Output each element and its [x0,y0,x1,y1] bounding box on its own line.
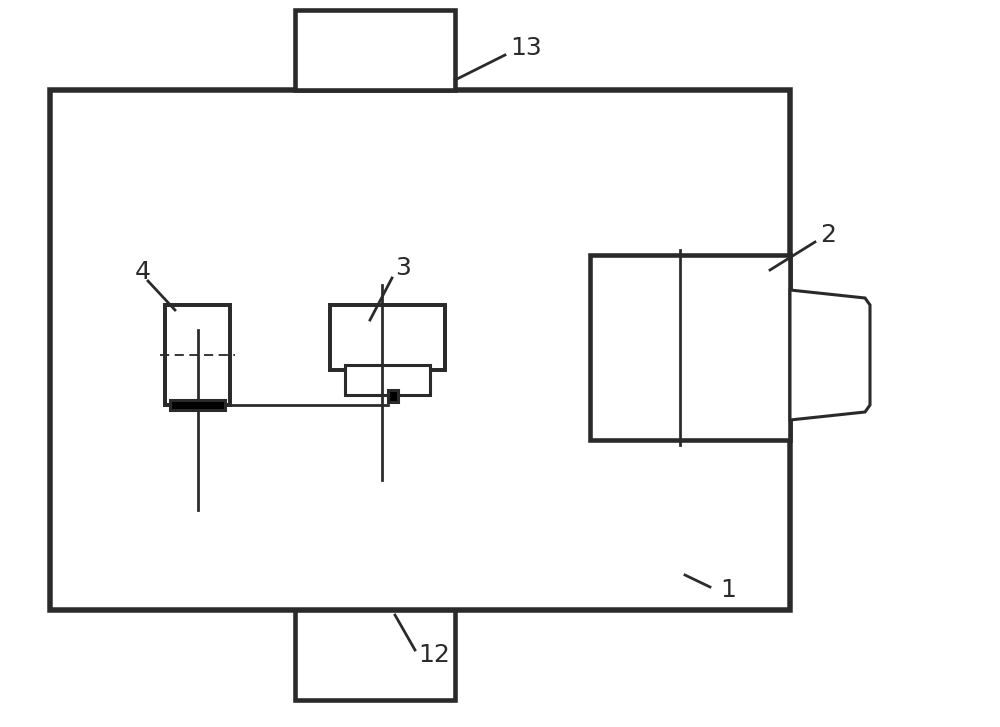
Text: 2: 2 [820,223,836,247]
Bar [295,10,455,90]
Bar [170,400,225,410]
Bar [295,610,455,700]
Bar [590,255,790,440]
Text: 13: 13 [510,36,542,60]
Text: 12: 12 [418,643,450,667]
Bar [345,365,430,395]
Bar [165,305,230,405]
Polygon shape [790,290,870,420]
Text: 3: 3 [395,256,411,280]
Bar [330,305,445,370]
Text: 1: 1 [720,578,736,602]
Bar [388,390,398,402]
Bar [50,90,790,610]
Text: 4: 4 [135,260,151,284]
